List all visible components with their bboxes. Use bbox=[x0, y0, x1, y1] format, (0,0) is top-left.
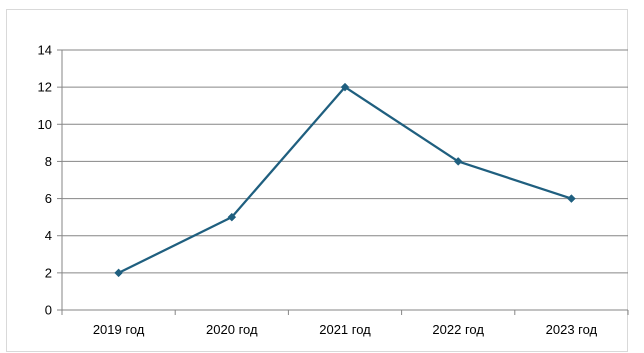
x-tick-label: 2022 год bbox=[432, 322, 484, 337]
y-tick-label: 6 bbox=[45, 191, 52, 206]
tick-labels: 0 2 4 6 8 10 12 14 2019 год 2020 год 2021 год 2022 … bbox=[38, 43, 598, 338]
y-tick-label: 2 bbox=[45, 265, 52, 280]
series-layer bbox=[114, 82, 576, 278]
y-tick-label: 10 bbox=[38, 117, 52, 132]
data-point-marker bbox=[114, 268, 123, 278]
data-point-marker bbox=[453, 157, 463, 166]
data-point-marker bbox=[227, 212, 237, 222]
x-tick-label: 2020 год bbox=[206, 322, 258, 337]
y-tick-label: 14 bbox=[38, 43, 52, 58]
x-tick-label: 2021 год bbox=[319, 322, 371, 337]
series-line bbox=[118, 85, 572, 274]
y-tick-label: 12 bbox=[38, 80, 52, 95]
y-tick-label: 4 bbox=[45, 228, 52, 243]
y-tick-label: 0 bbox=[45, 303, 52, 318]
axes bbox=[57, 49, 629, 315]
chart-frame bbox=[6, 9, 628, 352]
x-tick-label: 2019 год bbox=[93, 322, 145, 337]
data-point-marker bbox=[567, 194, 576, 203]
x-tick-label: 2023 год bbox=[546, 322, 598, 337]
y-tick-label: 8 bbox=[45, 154, 52, 169]
data-point-marker bbox=[340, 82, 350, 92]
